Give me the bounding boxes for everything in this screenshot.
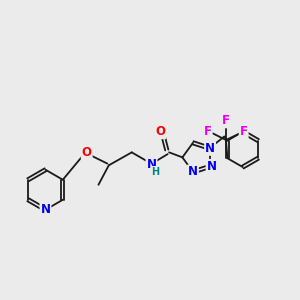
Text: F: F bbox=[240, 125, 248, 138]
Text: O: O bbox=[155, 125, 165, 138]
Text: N: N bbox=[205, 142, 215, 155]
Text: O: O bbox=[82, 146, 92, 159]
Text: H: H bbox=[152, 167, 160, 177]
Text: N: N bbox=[40, 203, 50, 216]
Text: F: F bbox=[222, 114, 230, 127]
Text: N: N bbox=[188, 165, 198, 178]
Text: N: N bbox=[146, 158, 157, 171]
Text: N: N bbox=[207, 160, 217, 173]
Text: F: F bbox=[204, 125, 212, 138]
